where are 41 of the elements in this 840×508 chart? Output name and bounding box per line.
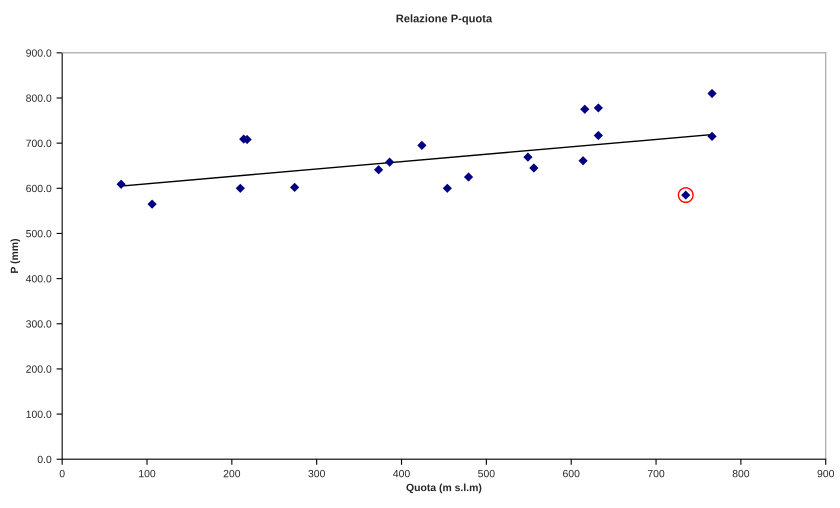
x-tick-label: 800 — [732, 470, 750, 478]
point — [236, 184, 245, 193]
point — [707, 88, 717, 98]
point — [529, 163, 538, 173]
point — [385, 158, 394, 167]
x-axis-title: Quota (m s.l.m) — [406, 484, 482, 494]
point — [578, 156, 588, 166]
y-tick-label: 700.0 — [26, 140, 52, 148]
x-tick-label: 400 — [393, 470, 410, 478]
point — [523, 152, 533, 162]
x-tick-label: 200 — [224, 470, 240, 478]
x-tick-label: 600 — [563, 470, 580, 478]
point — [442, 184, 452, 193]
point — [417, 140, 426, 150]
y-tick-label: 500.0 — [26, 230, 52, 238]
x-tick-label: 0 — [60, 470, 65, 478]
x-tick-label: 300 — [308, 470, 325, 478]
x-tick-label: 100 — [139, 470, 156, 478]
point — [707, 132, 717, 141]
point — [116, 180, 126, 189]
point — [594, 103, 603, 113]
y-tick-label: 100.0 — [26, 410, 52, 418]
y-tick-label: 300.0 — [26, 320, 52, 328]
x-tick-label: 500 — [478, 470, 495, 478]
point — [147, 199, 157, 209]
point — [678, 187, 694, 204]
y-tick-label: 800.0 — [26, 94, 52, 102]
y-tick-label: 0.0 — [38, 456, 52, 464]
y-tick-label: 600.0 — [26, 184, 52, 192]
point — [580, 104, 590, 114]
chart-title: Relazione P-quota — [396, 14, 492, 25]
x-tick-label: 900 — [818, 470, 834, 478]
point — [290, 182, 300, 192]
point — [374, 165, 384, 174]
y-tick-label: 200.0 — [26, 365, 52, 373]
point — [464, 172, 474, 182]
y-tick-label: 900.0 — [26, 49, 52, 57]
y-axis-title: P (mm) — [10, 238, 20, 273]
point — [594, 130, 603, 140]
x-tick-label: 700 — [648, 470, 664, 478]
y-tick-label: 400.0 — [26, 275, 52, 282]
